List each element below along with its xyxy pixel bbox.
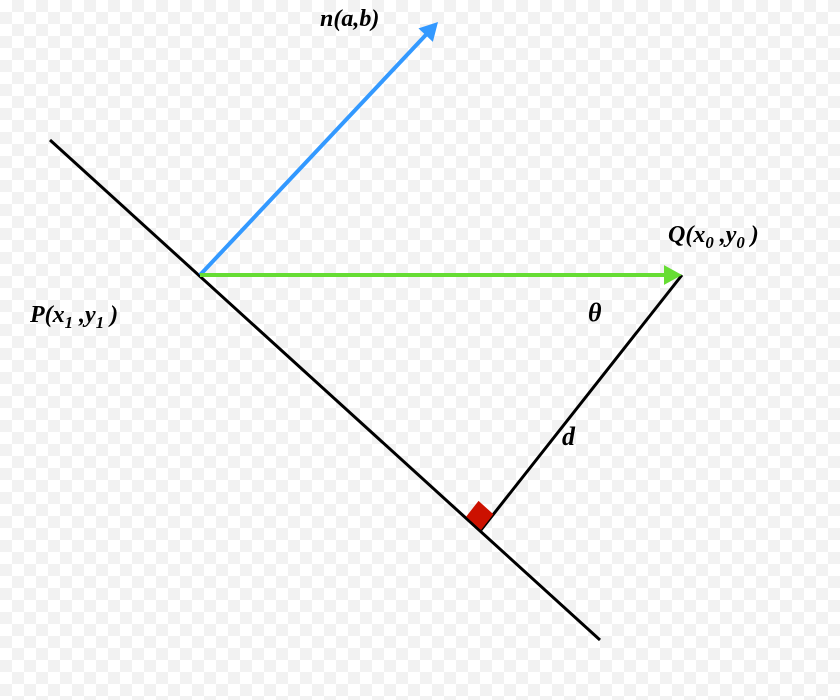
label-theta: θ — [588, 298, 602, 328]
diagram-svg — [0, 0, 840, 700]
label-n: n(a,b) — [320, 6, 379, 33]
diagram-canvas: n(a,b) Q(x0 ,y0 ) θ P(x1 ,y1 ) d — [0, 0, 840, 700]
label-P: P(x1 ,y1 ) — [30, 302, 118, 333]
label-Q: Q(x0 ,y0 ) — [668, 222, 759, 253]
label-d: d — [562, 422, 575, 452]
